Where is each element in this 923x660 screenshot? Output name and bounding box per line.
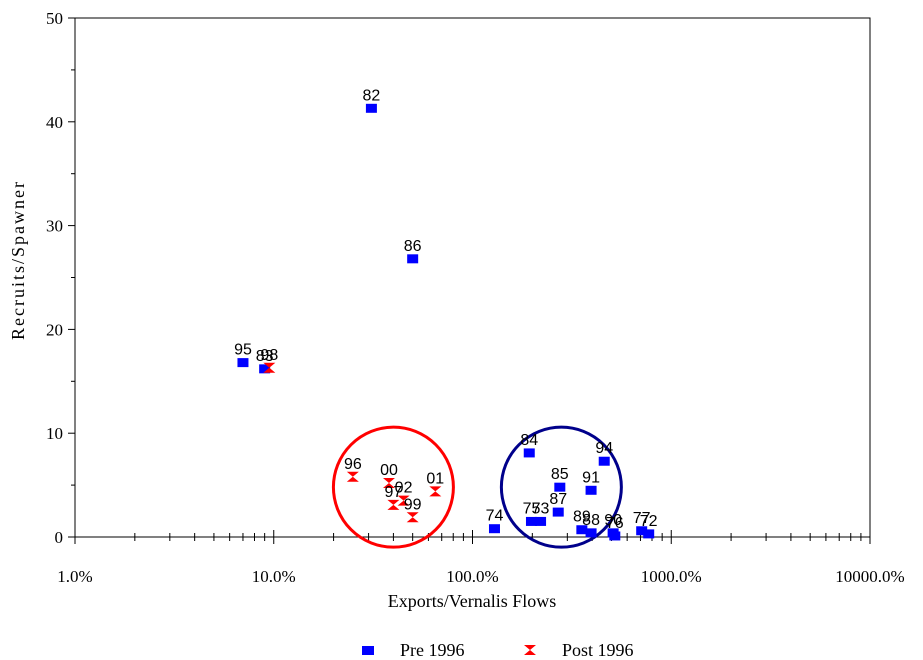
y-tick-label: 20 (46, 320, 63, 339)
point-label: 77 (633, 510, 651, 527)
point-label: 91 (582, 469, 600, 486)
y-tick-label: 30 (46, 217, 63, 236)
pre-1996-point (488, 524, 500, 534)
hourglass-marker (524, 645, 536, 655)
point-label: 82 (363, 87, 381, 104)
legend-label-pre-1996: Pre 1996 (400, 640, 465, 660)
y-axis: 0 10 20 30 40 50 (46, 9, 75, 547)
marker-shape (429, 486, 442, 497)
point-label: 88 (582, 512, 600, 529)
point-label: 76 (606, 515, 624, 532)
point-label: 97 (385, 484, 403, 501)
pre-1996-point (609, 531, 621, 541)
point-label: 86 (404, 238, 422, 255)
point-label: 72 (640, 513, 658, 530)
point-label: 75 (523, 500, 541, 517)
pre-1996-point (237, 358, 249, 368)
pre-1996-point (585, 528, 597, 538)
point-label: 95 (234, 342, 252, 359)
marker-shape (346, 471, 359, 482)
pre-1996-point (554, 482, 566, 492)
point-label: 74 (486, 508, 504, 525)
x-tick-label: 10000.0% (835, 567, 904, 586)
hourglass-marker (263, 362, 276, 373)
highlight-circle (331, 425, 455, 549)
point-label: 00 (380, 462, 398, 479)
marker-shape (524, 645, 536, 655)
highlight-circle (499, 425, 623, 549)
y-tick-label: 10 (46, 424, 63, 443)
marker-shape (263, 362, 276, 373)
point-label: 90 (604, 512, 622, 529)
point-label: 85 (551, 466, 569, 483)
hourglass-marker (382, 478, 395, 489)
point-label: 87 (549, 491, 567, 508)
x-axis-title: Exports/Vernalis Flows (388, 591, 557, 611)
pre-1996-point (535, 516, 547, 526)
point-label: 02 (395, 480, 413, 497)
pre-1996-point (636, 526, 648, 536)
legend-marker-pre-1996 (362, 646, 374, 655)
pre-1996-point (259, 364, 271, 374)
point-label: 83 (256, 348, 274, 365)
pre-1996-point (525, 516, 537, 526)
x-tick-label: 10.0% (252, 567, 296, 586)
marker-shape (382, 478, 395, 489)
pre-1996-point (585, 485, 597, 495)
marker-shape (406, 512, 419, 523)
plot-frame (74, 17, 871, 538)
hourglass-marker (346, 471, 359, 482)
legend-label-post-1996: Post 1996 (562, 640, 634, 660)
hourglass-marker (387, 499, 400, 510)
plot-border (74, 17, 871, 538)
point-label: 98 (260, 347, 278, 364)
hourglass-marker (397, 495, 410, 506)
point-label: 94 (595, 440, 613, 457)
x-tick-label: 1000.0% (641, 567, 702, 586)
point-label: 01 (426, 470, 444, 487)
point-label: 96 (344, 456, 362, 473)
pre-1996-point (552, 507, 564, 517)
point-label: 89 (573, 509, 591, 526)
x-tick-label: 1.0% (57, 567, 92, 586)
hourglass-marker (406, 512, 419, 523)
pre-1996-point (365, 103, 377, 113)
marker-shape (387, 499, 400, 510)
point-label: 99 (404, 496, 422, 513)
pre-1996-point (523, 448, 535, 458)
highlight-circles (331, 425, 623, 549)
pre-1996-point (576, 525, 588, 535)
y-tick-label: 0 (55, 528, 64, 547)
y-tick-label: 40 (46, 113, 63, 132)
legend: Pre 1996 Post 1996 (362, 640, 634, 660)
y-tick-label: 50 (46, 9, 63, 28)
pre-1996-point (598, 456, 610, 466)
y-axis-title: Recruits/Spawner (8, 180, 28, 340)
hourglass-marker (429, 486, 442, 497)
x-tick-label: 100.0% (446, 567, 498, 586)
x-axis: 1.0% 10.0% 100.0% 1000.0% 10000.0% (57, 530, 905, 586)
point-label: 84 (520, 432, 538, 449)
point-label: 73 (532, 500, 550, 517)
pre-1996-point (407, 254, 419, 264)
marker-shape (397, 495, 410, 506)
pre-1996-point (643, 529, 655, 539)
